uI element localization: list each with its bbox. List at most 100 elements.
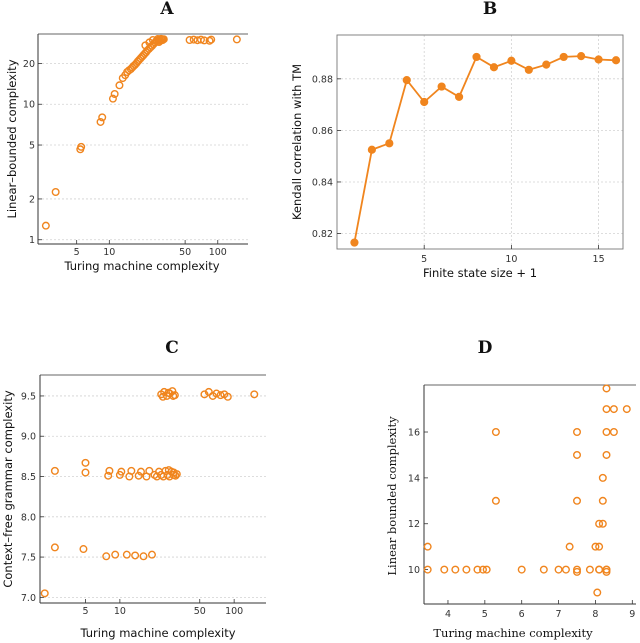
panel-d-point bbox=[573, 567, 582, 576]
panel-a-point bbox=[96, 117, 105, 126]
panel-c-point bbox=[223, 392, 232, 401]
panel-c-point bbox=[81, 468, 90, 477]
panel-d-point bbox=[423, 542, 432, 551]
panel-b-points bbox=[350, 52, 621, 247]
panel-d-point bbox=[602, 384, 611, 393]
panel-a-point bbox=[115, 81, 124, 90]
panel-a-ytick-label: 1 bbox=[29, 235, 35, 246]
panel-b-point bbox=[507, 56, 516, 65]
panel-b-ticks: 0.82 0.84 0.86 0.88 5 10 15 bbox=[312, 74, 605, 265]
panel-c-point bbox=[102, 552, 111, 561]
panel-c-ytick-label: 9.5 bbox=[21, 391, 36, 402]
panel-b-point bbox=[472, 52, 481, 62]
panel-c-point bbox=[122, 550, 131, 559]
panel-d-ylabel: Linear bounded complexity bbox=[385, 416, 399, 576]
panel-c-point bbox=[105, 466, 114, 475]
panel-a-point bbox=[232, 35, 241, 44]
panel-a-ytick-label: 10 bbox=[23, 100, 35, 111]
panel-a-points bbox=[41, 34, 241, 230]
panel-a-point bbox=[207, 35, 216, 44]
panel-b-point bbox=[559, 52, 568, 62]
panel-b: B 0.82 0.84 0.86 0.88 5 10 15 Finite state siz… bbox=[290, 0, 624, 280]
panel-d-xlabel: Turing machine complexity bbox=[433, 626, 593, 640]
panel-a-point bbox=[41, 221, 50, 230]
panel-d-point bbox=[602, 565, 611, 574]
panel-b-point bbox=[542, 60, 551, 69]
panel-b-line-group bbox=[353, 55, 617, 243]
panel-c-letter: C bbox=[165, 338, 179, 358]
panel-b-gridlines bbox=[337, 35, 623, 249]
panel-c-ytick-label: 7.5 bbox=[21, 553, 36, 564]
panel-a-point bbox=[108, 94, 117, 103]
panel-d-xtick-label: 5 bbox=[482, 609, 488, 620]
panel-c: C 7.0 7.5 8.0 8.5 9.0 9.5 5 10 50 100 Turing mach… bbox=[1, 338, 266, 640]
panel-c-xlabel: Turing machine complexity bbox=[79, 626, 235, 640]
panel-b-point bbox=[367, 145, 376, 154]
panel-a: A 1 2 5 10 20 5 10 50 100 Turing machine complex… bbox=[5, 0, 248, 273]
panel-d-point bbox=[585, 565, 594, 574]
panel-c-point bbox=[139, 552, 148, 561]
panel-c-point bbox=[104, 471, 113, 480]
panel-c-xtick-label: 100 bbox=[225, 606, 243, 617]
panel-b-xtick-label: 5 bbox=[421, 254, 427, 265]
panel-d-point bbox=[539, 565, 548, 574]
panel-a-point bbox=[205, 36, 214, 45]
panel-c-point bbox=[147, 550, 156, 559]
panel-d-point bbox=[593, 588, 602, 597]
panel-a-xlabel: Turing machine complexity bbox=[63, 259, 219, 273]
panel-c-point bbox=[250, 390, 259, 399]
panel-c-point bbox=[145, 466, 154, 475]
panel-d-ytick-label: 16 bbox=[408, 428, 420, 439]
panel-d-point bbox=[598, 496, 607, 505]
panel-a-ytick-label: 2 bbox=[29, 194, 35, 205]
panel-d-point bbox=[565, 542, 574, 551]
panel-c-point bbox=[79, 545, 88, 554]
panel-c-point bbox=[158, 392, 167, 401]
panel-a-gridlines bbox=[38, 63, 248, 241]
panel-c-point bbox=[117, 467, 126, 476]
panel-c-ytick-label: 7.0 bbox=[21, 593, 36, 604]
panel-a-point bbox=[196, 35, 205, 44]
panel-c-point bbox=[134, 471, 143, 480]
panel-a-xtick-label: 50 bbox=[179, 247, 191, 258]
panel-b-xlabel: Finite state size + 1 bbox=[423, 266, 537, 280]
panel-c-point bbox=[127, 466, 136, 475]
panel-d-xtick-label: 6 bbox=[519, 609, 525, 620]
panel-b-point bbox=[385, 139, 394, 148]
panel-d-letter: D bbox=[478, 338, 493, 358]
panel-a-point bbox=[157, 34, 166, 43]
panel-b-letter: B bbox=[483, 0, 497, 19]
panel-d: D 10 12 14 16 4 5 6 7 8 9 Turing machine complexi… bbox=[385, 338, 636, 640]
panel-a-ytick-label: 20 bbox=[23, 59, 35, 70]
panel-d-point bbox=[451, 565, 460, 574]
panel-c-point bbox=[169, 391, 178, 400]
panel-d-point bbox=[573, 565, 582, 574]
panel-b-point bbox=[489, 63, 499, 72]
panel-c-xtick-label: 50 bbox=[194, 606, 206, 617]
panel-a-xtick-label: 10 bbox=[103, 247, 115, 258]
panel-b-point bbox=[594, 55, 603, 64]
panel-c-point bbox=[168, 387, 177, 396]
panel-d-point bbox=[482, 565, 491, 574]
panel-b-point bbox=[350, 238, 359, 247]
panel-d-point bbox=[595, 519, 604, 528]
panel-b-point bbox=[611, 56, 621, 65]
panel-a-point bbox=[98, 113, 107, 122]
panel-a-point bbox=[159, 35, 168, 44]
panel-d-point bbox=[602, 405, 611, 414]
panel-b-point bbox=[420, 97, 429, 107]
panel-b-xtick-label: 10 bbox=[505, 254, 517, 265]
panel-a-ticks: 1 2 5 10 20 5 10 50 100 bbox=[23, 59, 227, 258]
panel-d-xtick-label: 7 bbox=[556, 609, 562, 620]
panel-d-xtick-label: 4 bbox=[445, 609, 451, 620]
panel-c-point bbox=[111, 550, 120, 559]
panel-d-point bbox=[491, 496, 500, 505]
panel-d-point bbox=[602, 450, 611, 459]
panel-d-point bbox=[598, 473, 607, 482]
panel-d-point bbox=[602, 428, 611, 437]
panel-b-point bbox=[577, 52, 586, 61]
panel-b-ytick-label: 0.86 bbox=[312, 126, 333, 137]
panel-c-point bbox=[40, 589, 49, 598]
panel-b-point bbox=[402, 76, 411, 85]
panel-d-xtick-label: 9 bbox=[629, 609, 635, 620]
